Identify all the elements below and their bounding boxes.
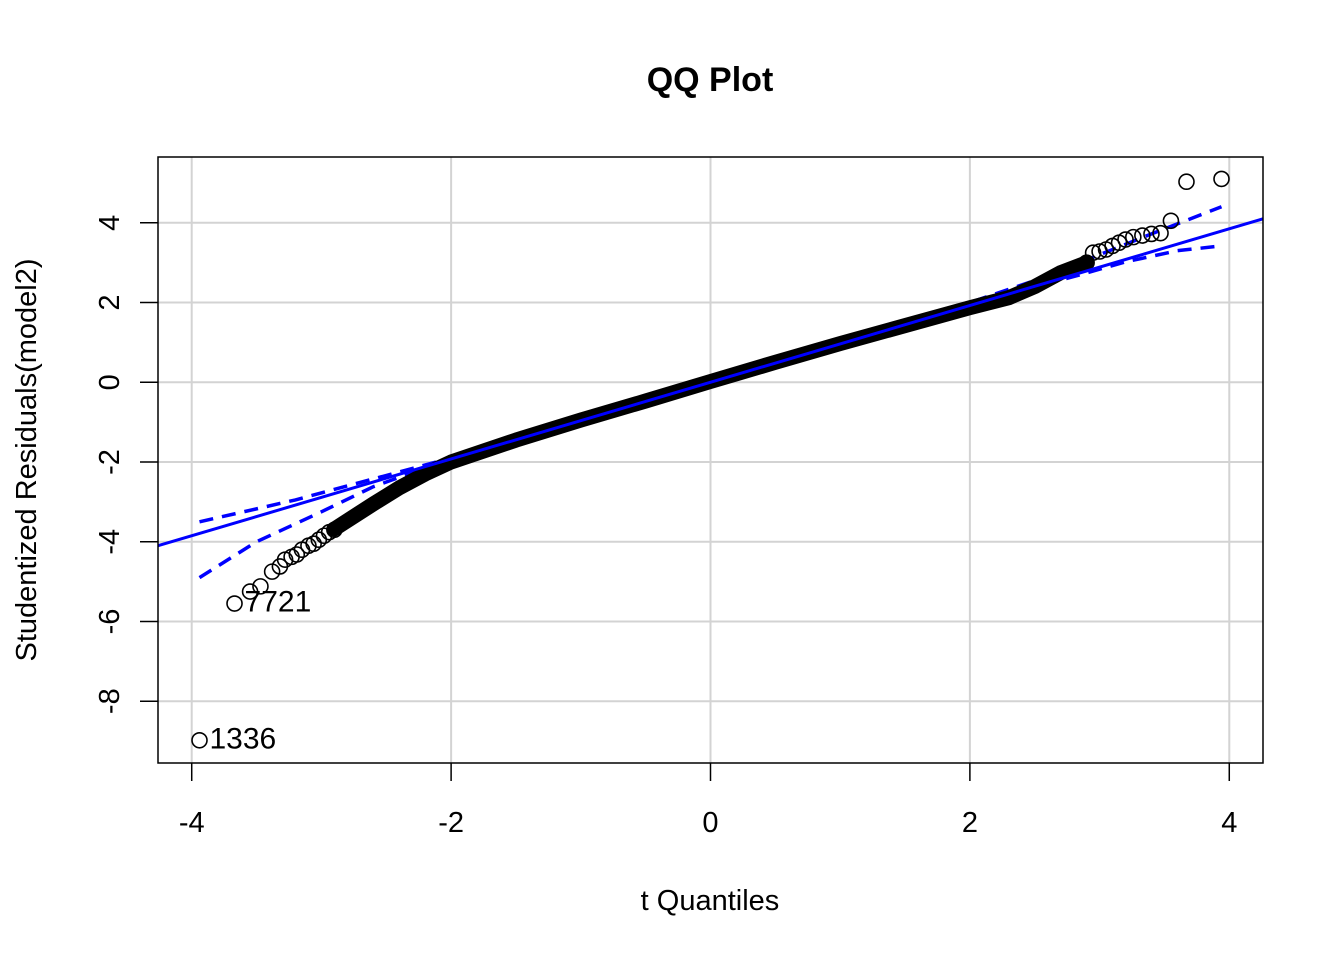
reference-line [157, 217, 1264, 548]
x-axis: -4 -2 0 2 4 [179, 763, 1237, 839]
data-point [288, 546, 306, 563]
data-point [1084, 244, 1102, 261]
data-point [1152, 224, 1169, 242]
y-tick-label: 0 [94, 374, 126, 390]
y-axis: -8 -6 -4 -2 0 2 4 [94, 215, 158, 714]
y-tick-label: -8 [94, 688, 126, 714]
data-points: 1336 7721 [191, 170, 1230, 755]
data-point [1143, 225, 1160, 243]
y-axis-title: Studentized Residuals(model2) [11, 259, 43, 662]
data-point [226, 595, 243, 612]
data-point [326, 521, 343, 539]
data-point [191, 731, 208, 749]
x-tick-label: -2 [438, 807, 464, 839]
y-tick-label: -6 [94, 609, 126, 635]
data-point [1178, 173, 1195, 191]
reference-line-group [157, 217, 1264, 548]
x-axis-title: t Quantiles [641, 885, 780, 917]
x-tick-label: -4 [179, 807, 205, 839]
chart-title: QQ Plot [647, 61, 774, 99]
y-tick-label: -2 [94, 449, 126, 475]
x-tick-label: 4 [1221, 807, 1237, 839]
data-point [305, 535, 322, 553]
data-point [1213, 170, 1230, 188]
data-point [1117, 231, 1134, 248]
point-label: 1336 [210, 722, 277, 755]
y-tick-label: 2 [94, 294, 126, 310]
envelope-lower-line [198, 244, 1222, 580]
data-point [1125, 228, 1142, 246]
x-tick-label: 0 [702, 807, 718, 839]
point-label: 7721 [245, 586, 312, 619]
y-tick-label: -4 [94, 529, 126, 555]
data-point [241, 583, 259, 600]
y-tick-label: 4 [94, 215, 126, 231]
x-tick-label: 2 [962, 807, 978, 839]
data-point [1134, 227, 1151, 244]
data-point [315, 527, 333, 545]
data-point [1162, 212, 1180, 230]
data-point [252, 578, 269, 595]
